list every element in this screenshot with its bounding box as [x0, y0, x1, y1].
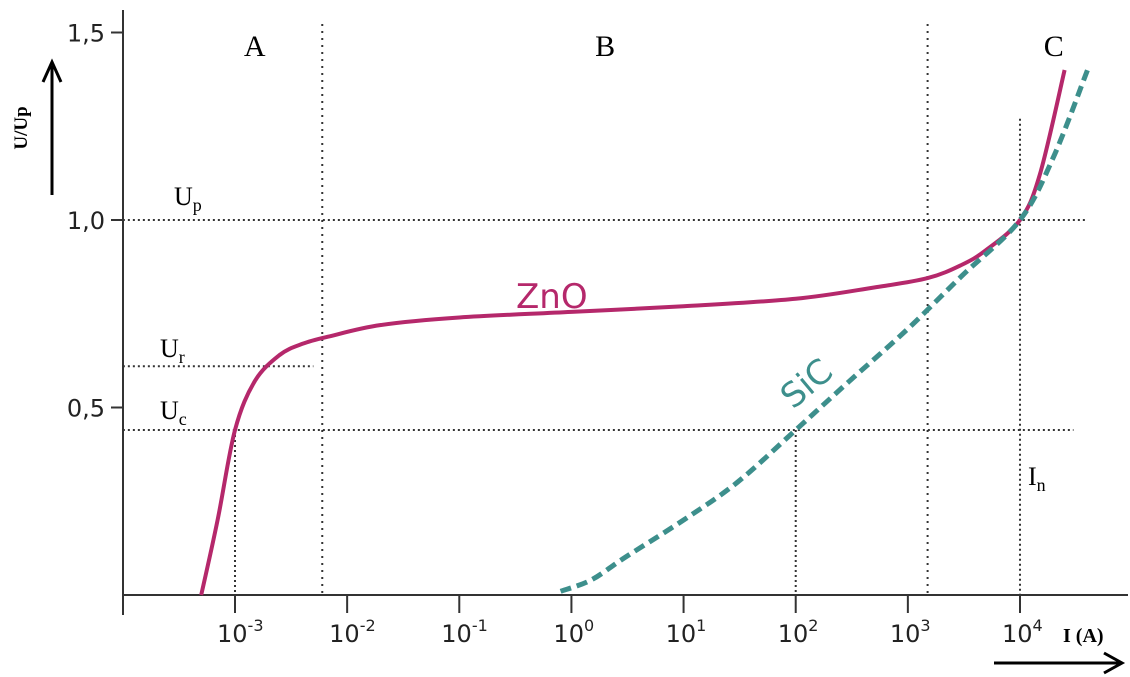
- series-label-sic: SiC: [773, 351, 841, 417]
- series-label-zno: ZnO: [516, 277, 588, 317]
- x-tick-label: 10-1: [441, 616, 488, 648]
- label-uc: Uc: [160, 396, 187, 429]
- x-axis-arrow-icon: [994, 651, 1126, 675]
- x-tick-label: 100: [553, 616, 594, 648]
- label-ur: Ur: [160, 334, 185, 367]
- y-tick-label: 1,5: [67, 20, 105, 48]
- x-tick-label: 103: [890, 616, 931, 648]
- x-tick-label: 10-2: [329, 616, 376, 648]
- series-sic-line: [559, 69, 1090, 594]
- label-up: Up: [174, 182, 202, 215]
- x-tick-label: 101: [666, 616, 707, 648]
- x-axis-title: I (A): [1063, 625, 1104, 647]
- region-label: B: [595, 30, 615, 63]
- series-zno-line: [199, 69, 1067, 596]
- region-label: A: [244, 30, 266, 63]
- label-in: In: [1028, 462, 1046, 495]
- y-tick-label: 1,0: [67, 207, 105, 235]
- y-axis-arrow-icon: [41, 58, 63, 195]
- x-tick-label: 10-3: [217, 616, 264, 648]
- y-tick-label: 0,5: [67, 395, 105, 423]
- region-label: C: [1044, 30, 1064, 63]
- x-tick-label: 102: [778, 616, 819, 648]
- x-tick-label: 104: [1002, 616, 1043, 648]
- y-axis-title: U/Up: [11, 106, 32, 149]
